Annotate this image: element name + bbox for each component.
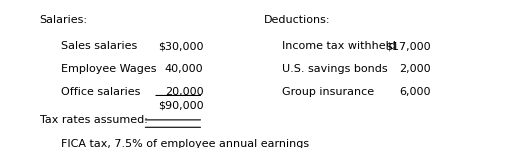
Text: $30,000: $30,000 (158, 41, 203, 52)
Text: 6,000: 6,000 (399, 87, 430, 97)
Text: $17,000: $17,000 (385, 41, 430, 52)
Text: Employee Wages: Employee Wages (61, 64, 156, 74)
Text: Sales salaries: Sales salaries (61, 41, 137, 52)
Text: Group insurance: Group insurance (282, 87, 374, 97)
Text: 2,000: 2,000 (399, 64, 430, 74)
Text: Tax rates assumed:: Tax rates assumed: (40, 115, 147, 126)
Text: 40,000: 40,000 (165, 64, 203, 74)
Text: Office salaries: Office salaries (61, 87, 140, 97)
Text: Income tax withheld: Income tax withheld (282, 41, 397, 52)
Text: 20,000: 20,000 (165, 87, 203, 97)
Text: FICA tax, 7.5% of employee annual earnings: FICA tax, 7.5% of employee annual earnin… (61, 139, 309, 148)
Text: $90,000: $90,000 (158, 101, 203, 111)
Text: U.S. savings bonds: U.S. savings bonds (282, 64, 388, 74)
Text: Salaries:: Salaries: (40, 15, 88, 25)
Text: Deductions:: Deductions: (264, 15, 331, 25)
